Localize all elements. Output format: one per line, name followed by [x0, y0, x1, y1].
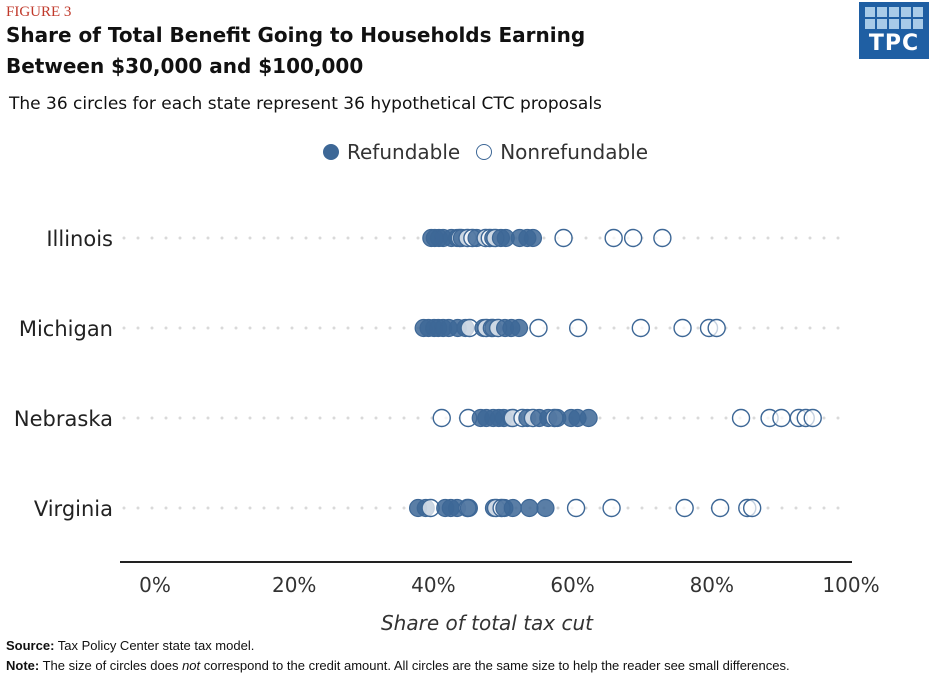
- point-refundable-illinois-13: [523, 228, 543, 248]
- figure-label: FIGURE 3: [6, 4, 72, 20]
- point-nonrefundable-michigan-5: [568, 318, 588, 338]
- note-text-1: The size of circles does: [42, 658, 179, 673]
- source-line: Source: Tax Policy Center state tax mode…: [6, 638, 254, 653]
- point-nonrefundable-illinois-6: [554, 228, 573, 248]
- logo-text: TPC: [868, 31, 920, 56]
- legend-refundable-swatch: [323, 144, 339, 160]
- source-label: Source:: [6, 638, 55, 653]
- logo-grid-icon: [865, 7, 923, 29]
- point-refundable-virginia-9: [520, 498, 539, 518]
- point-refundable-virginia-10: [536, 498, 555, 518]
- point-nonrefundable-virginia-4: [566, 498, 586, 518]
- point-refundable-virginia-8: [503, 498, 522, 518]
- chart-title: Share of Total Benefit Going to Househol…: [6, 23, 586, 78]
- point-nonrefundable-illinois-9: [653, 228, 672, 248]
- point-nonrefundable-illinois-7: [604, 228, 623, 248]
- point-refundable-virginia-5: [459, 498, 478, 518]
- note-line: Note: The size of circles does not corre…: [6, 658, 790, 673]
- note-label: Note:: [6, 658, 40, 673]
- point-nonrefundable-nebraska-8: [772, 408, 791, 428]
- point-nonrefundable-virginia-6: [675, 498, 694, 518]
- x-tick-label-100: 100%: [822, 573, 879, 597]
- x-axis-label: Share of total tax cut: [381, 611, 594, 635]
- row-label-illinois: Illinois: [46, 227, 113, 251]
- legend-nonrefundable-swatch: [476, 144, 493, 160]
- point-nonrefundable-nebraska-11: [803, 408, 822, 428]
- x-tick-label-80: 80%: [690, 573, 734, 597]
- point-nonrefundable-illinois-8: [623, 228, 643, 248]
- point-nonrefundable-virginia-7: [710, 498, 730, 518]
- point-nonrefundable-michigan-7: [673, 318, 692, 338]
- source-text: Tax Policy Center state tax model.: [57, 638, 255, 653]
- x-tick-label-60: 60%: [550, 573, 594, 597]
- note-text-2: correspond to the credit amount. All cir…: [203, 658, 790, 673]
- point-refundable-michigan-12: [509, 318, 529, 338]
- note-emphasis: not: [182, 658, 201, 673]
- point-nonrefundable-nebraska-6: [731, 408, 751, 428]
- row-label-michigan: Michigan: [19, 317, 113, 341]
- point-nonrefundable-michigan-6: [631, 318, 651, 338]
- row-label-nebraska: Nebraska: [14, 407, 113, 431]
- point-nonrefundable-virginia-9: [742, 498, 762, 518]
- legend-nonrefundable-label: Nonrefundable: [500, 140, 649, 164]
- point-refundable-nebraska-12: [579, 408, 598, 428]
- point-nonrefundable-virginia-5: [602, 498, 621, 518]
- row-label-virginia: Virginia: [34, 497, 113, 521]
- x-tick-label-40: 40%: [411, 573, 455, 597]
- legend-refundable-label: Refundable: [347, 140, 461, 164]
- point-nonrefundable-michigan-9: [707, 318, 726, 338]
- tpc-logo: TPC: [859, 2, 929, 59]
- chart-legend: Refundable Nonrefundable: [323, 140, 648, 164]
- chart-subtitle: The 36 circles for each state represent …: [9, 94, 602, 114]
- x-tick-label-20: 20%: [272, 573, 316, 597]
- point-nonrefundable-michigan-4: [529, 318, 548, 338]
- x-tick-label-0: 0%: [139, 573, 171, 597]
- point-nonrefundable-nebraska-0: [432, 408, 451, 428]
